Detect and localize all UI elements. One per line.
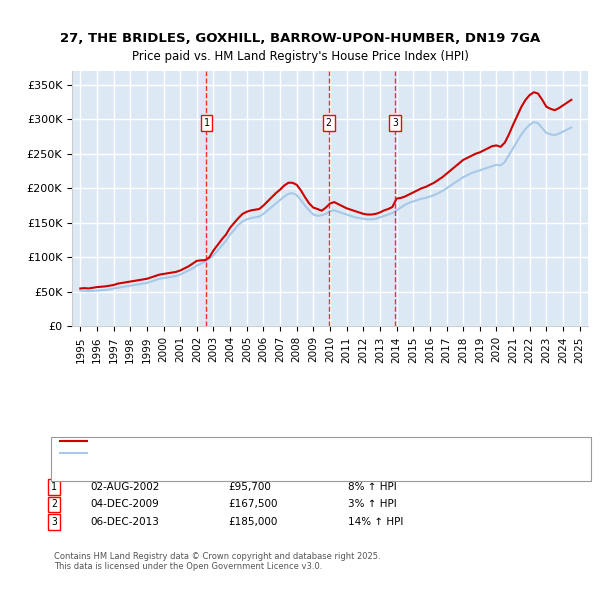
Text: 27, THE BRIDLES, GOXHILL, BARROW-UPON-HUMBER, DN19 7GA: 27, THE BRIDLES, GOXHILL, BARROW-UPON-HU…: [60, 32, 540, 45]
Text: 3: 3: [51, 517, 57, 527]
Text: 27, THE BRIDLES, GOXHILL, BARROW-UPON-HUMBER, DN19 7GA (detached house): 27, THE BRIDLES, GOXHILL, BARROW-UPON-HU…: [90, 437, 463, 446]
Text: 2: 2: [51, 500, 57, 509]
Text: HPI: Average price, detached house, North Lincolnshire: HPI: Average price, detached house, Nort…: [90, 448, 340, 458]
Text: 3% ↑ HPI: 3% ↑ HPI: [348, 500, 397, 509]
Text: 14% ↑ HPI: 14% ↑ HPI: [348, 517, 403, 527]
Text: Contains HM Land Registry data © Crown copyright and database right 2025.
This d: Contains HM Land Registry data © Crown c…: [54, 552, 380, 571]
Text: 1: 1: [203, 117, 209, 127]
Text: 02-AUG-2002: 02-AUG-2002: [90, 482, 160, 491]
Text: 04-DEC-2009: 04-DEC-2009: [90, 500, 159, 509]
Text: 3: 3: [392, 117, 398, 127]
Text: £95,700: £95,700: [228, 482, 271, 491]
Text: £185,000: £185,000: [228, 517, 277, 527]
Text: 8% ↑ HPI: 8% ↑ HPI: [348, 482, 397, 491]
Text: Price paid vs. HM Land Registry's House Price Index (HPI): Price paid vs. HM Land Registry's House …: [131, 50, 469, 63]
Text: 06-DEC-2013: 06-DEC-2013: [90, 517, 159, 527]
Text: 1: 1: [51, 482, 57, 491]
Text: 2: 2: [326, 117, 332, 127]
Text: £167,500: £167,500: [228, 500, 277, 509]
